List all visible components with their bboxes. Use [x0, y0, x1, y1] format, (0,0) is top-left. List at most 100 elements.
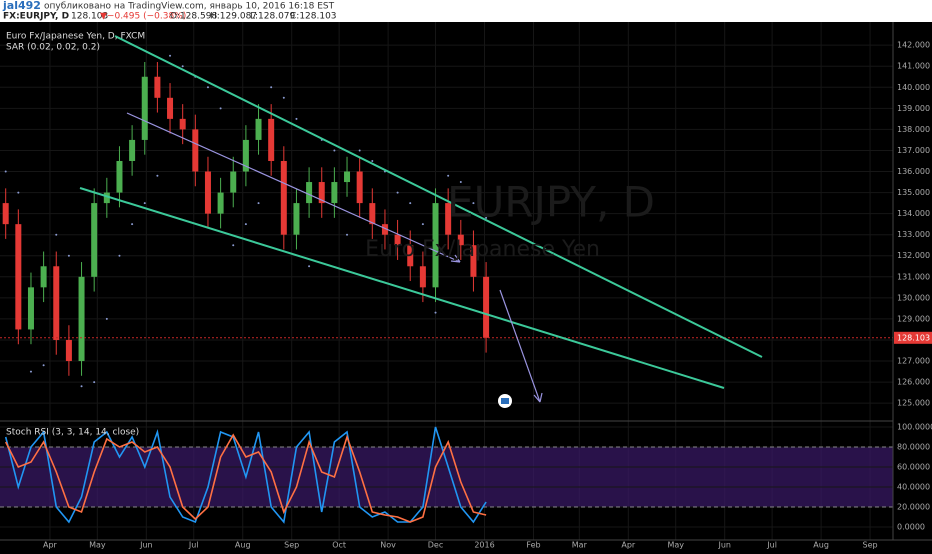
- last-price-label: 128.103: [897, 333, 930, 342]
- arrow-line: [499, 289, 541, 403]
- x-tick-label: Apr: [43, 541, 58, 550]
- header-bar: [0, 0, 932, 22]
- published: опубликовано на TradingView.com, январь …: [44, 2, 335, 12]
- candle-body: [103, 192, 110, 204]
- y-tick-label: 126.000: [897, 378, 930, 387]
- sar-dot: [257, 202, 260, 205]
- candle-body: [255, 118, 262, 140]
- candle-body: [369, 203, 376, 225]
- x-tick-label: Aug: [813, 541, 829, 550]
- y-tick-label: 129.000: [897, 314, 930, 323]
- y-tick-label: 140.000: [897, 83, 930, 92]
- y-tick-label: 136.000: [897, 167, 930, 176]
- sar-dot: [181, 65, 184, 68]
- ohlc-low: L:128.079: [250, 12, 296, 22]
- candle-body: [331, 182, 338, 204]
- arrow-head: [450, 254, 461, 263]
- sar-dot: [4, 170, 7, 173]
- candle-body: [356, 171, 363, 204]
- sar-dot: [409, 202, 412, 205]
- sar-dot: [156, 174, 159, 177]
- sar-dot: [447, 174, 450, 177]
- x-tick-label: Aug: [235, 541, 251, 550]
- ohlc-close: C:128.103: [290, 12, 337, 22]
- candle-body: [432, 203, 439, 288]
- sar-dot: [67, 254, 70, 257]
- x-tick-label: Jun: [717, 541, 731, 550]
- x-tick-label: Jun: [139, 541, 153, 550]
- candle-body: [483, 276, 490, 338]
- sar-dot: [308, 265, 311, 268]
- sar-dot: [396, 191, 399, 194]
- sar-dot: [282, 96, 285, 99]
- y-tick-label: 131.000: [897, 272, 930, 281]
- x-tick-label: Mar: [572, 541, 588, 550]
- y-tick-label: 130.000: [897, 293, 930, 302]
- sar-dot: [55, 233, 58, 236]
- y-tick-label: 135.000: [897, 188, 930, 197]
- candle-body: [445, 203, 452, 235]
- candle-body: [242, 139, 249, 172]
- y-tick-label: 138.000: [897, 125, 930, 134]
- stoch-title: Stoch RSI (3, 3, 14, 14, close): [6, 428, 139, 438]
- sar-dot: [421, 223, 424, 226]
- candle-body: [407, 245, 414, 267]
- sar-dot: [93, 381, 96, 384]
- x-tick-label: Sep: [284, 541, 299, 550]
- candle-body: [167, 97, 174, 119]
- y-tick-label: 20.0000: [897, 503, 930, 512]
- candle-body: [470, 245, 477, 277]
- candle-body: [344, 171, 351, 183]
- sar-dot: [459, 181, 462, 184]
- y-tick-label: 137.000: [897, 146, 930, 155]
- watermark-sub: Euro Fx/Japanese Yen: [365, 237, 600, 262]
- candle-body: [40, 266, 47, 288]
- candle-body: [192, 129, 199, 172]
- stoch-line: [4, 426, 487, 524]
- candle-body: [27, 287, 34, 330]
- candle-body: [2, 203, 9, 225]
- symbol: FX:EURJPY, D: [3, 12, 69, 22]
- last-price-box: [894, 331, 932, 344]
- trend-line: [114, 35, 763, 358]
- candle-body: [116, 160, 123, 193]
- x-tick-label: May: [89, 541, 106, 550]
- x-tick-label: Jul: [766, 541, 777, 550]
- ohlc-open: O:128.598: [170, 12, 217, 22]
- candle-body: [129, 139, 136, 161]
- sar-dot: [80, 385, 83, 388]
- sar-dot: [434, 311, 437, 314]
- author[interactable]: jal492: [2, 0, 41, 12]
- sar-dot: [219, 107, 222, 110]
- indicator-title: SAR (0.02, 0.02, 0.2): [6, 43, 100, 53]
- candle-body: [53, 266, 60, 340]
- y-tick-label: 127.000: [897, 357, 930, 366]
- candle-body: [217, 192, 224, 214]
- change: ▼−0.495 (−0.38%): [100, 12, 186, 22]
- candle-body: [15, 224, 22, 330]
- candle-body: [179, 118, 186, 130]
- y-tick-label: 132.000: [897, 251, 930, 260]
- y-tick-label: 141.000: [897, 62, 930, 71]
- x-tick-label: Dec: [428, 541, 443, 550]
- candle-body: [230, 171, 237, 193]
- sar-dot: [118, 254, 121, 257]
- candle-body: [306, 182, 313, 204]
- sar-dot: [270, 86, 273, 89]
- x-tick-label: Apr: [621, 541, 636, 550]
- candle-body: [280, 160, 287, 235]
- x-tick-label: Oct: [332, 541, 346, 550]
- y-tick-label: 125.000: [897, 399, 930, 408]
- x-tick-label: Nov: [380, 541, 396, 550]
- y-tick-label: 134.000: [897, 209, 930, 218]
- candle-body: [381, 224, 388, 235]
- candle-body: [457, 234, 464, 246]
- x-tick-label: Sep: [863, 541, 878, 550]
- sar-dot: [17, 191, 20, 194]
- candle-body: [65, 339, 72, 362]
- candle-body: [318, 182, 325, 204]
- x-tick-label: Feb: [526, 541, 540, 550]
- sar-dot: [143, 202, 146, 205]
- trend-line: [79, 187, 725, 389]
